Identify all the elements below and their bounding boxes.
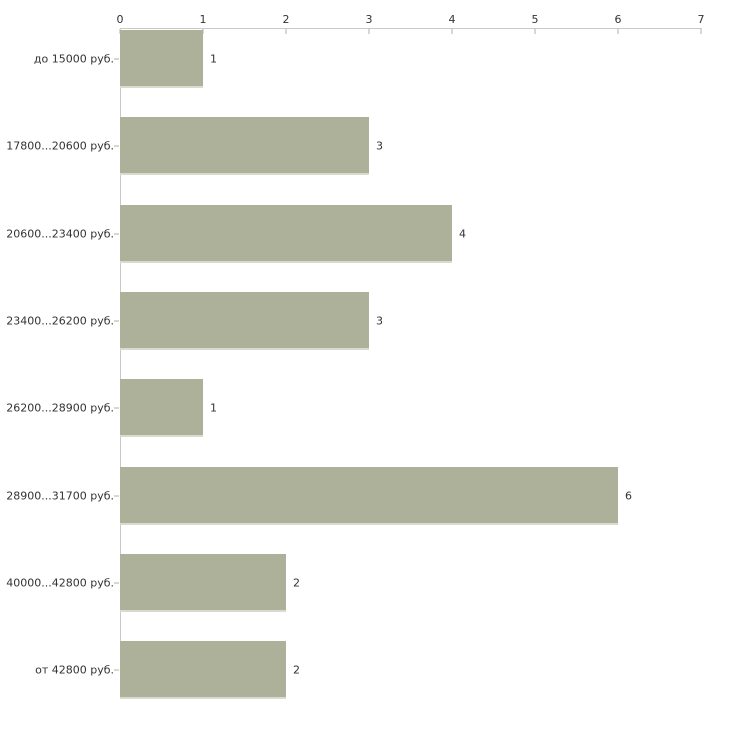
value-label: 1 xyxy=(210,401,217,415)
category-label: 20600...23400 руб. xyxy=(6,227,114,241)
bar-row: 20600...23400 руб. 4 xyxy=(0,205,730,263)
value-label: 2 xyxy=(293,576,300,590)
y-axis-line xyxy=(120,28,121,698)
x-tick-label: 2 xyxy=(282,13,290,26)
x-tick-label: 7 xyxy=(697,13,705,26)
category-label: 26200...28900 руб. xyxy=(6,401,114,415)
x-tick-label: 6 xyxy=(614,13,622,26)
category-tick-mark xyxy=(114,233,119,235)
bar-row: от 42800 руб. 2 xyxy=(0,641,730,699)
bar-row: 26200...28900 руб. 1 xyxy=(0,379,730,437)
category-tick-mark xyxy=(114,320,119,322)
bar xyxy=(120,641,286,699)
value-label: 6 xyxy=(625,489,632,503)
category-tick-mark xyxy=(114,669,119,671)
category-tick-mark xyxy=(114,407,119,409)
category-label: 23400...26200 руб. xyxy=(6,314,114,328)
bar xyxy=(120,292,369,350)
x-tick-mark xyxy=(202,29,204,34)
x-tick-mark xyxy=(368,29,370,34)
x-tick-mark xyxy=(451,29,453,34)
x-tick-label: 5 xyxy=(531,13,539,26)
bar-row: до 15000 руб. 1 xyxy=(0,30,730,88)
category-label: 28900...31700 руб. xyxy=(6,489,114,503)
category-label: от 42800 руб. xyxy=(35,663,114,677)
category-tick-mark xyxy=(114,495,119,497)
x-tick-label: 0 xyxy=(116,13,124,26)
category-label: 17800...20600 руб. xyxy=(6,139,114,153)
x-tick-mark xyxy=(617,29,619,34)
bar-row: 40000...42800 руб. 2 xyxy=(0,554,730,612)
x-tick-mark xyxy=(285,29,287,34)
x-tick-label: 1 xyxy=(199,13,207,26)
category-tick-mark xyxy=(114,145,119,147)
x-tick-label: 4 xyxy=(448,13,456,26)
bar-row: 28900...31700 руб. 6 xyxy=(0,467,730,525)
bar xyxy=(120,554,286,612)
category-tick-mark xyxy=(114,58,119,60)
bar xyxy=(120,30,203,88)
bar xyxy=(120,379,203,437)
x-tick-label: 3 xyxy=(365,13,373,26)
bar-row: 23400...26200 руб. 3 xyxy=(0,292,730,350)
x-tick-mark xyxy=(534,29,536,34)
x-axis-line xyxy=(120,28,702,29)
value-label: 3 xyxy=(376,139,383,153)
category-tick-mark xyxy=(114,582,119,584)
value-label: 2 xyxy=(293,663,300,677)
value-label: 4 xyxy=(459,227,466,241)
bar xyxy=(120,117,369,175)
bar-row: 17800...20600 руб. 3 xyxy=(0,117,730,175)
value-label: 1 xyxy=(210,52,217,66)
x-tick-mark xyxy=(700,29,702,34)
category-label: до 15000 руб. xyxy=(33,52,114,66)
category-label: 40000...42800 руб. xyxy=(6,576,114,590)
value-label: 3 xyxy=(376,314,383,328)
bar xyxy=(120,467,618,525)
bar xyxy=(120,205,452,263)
